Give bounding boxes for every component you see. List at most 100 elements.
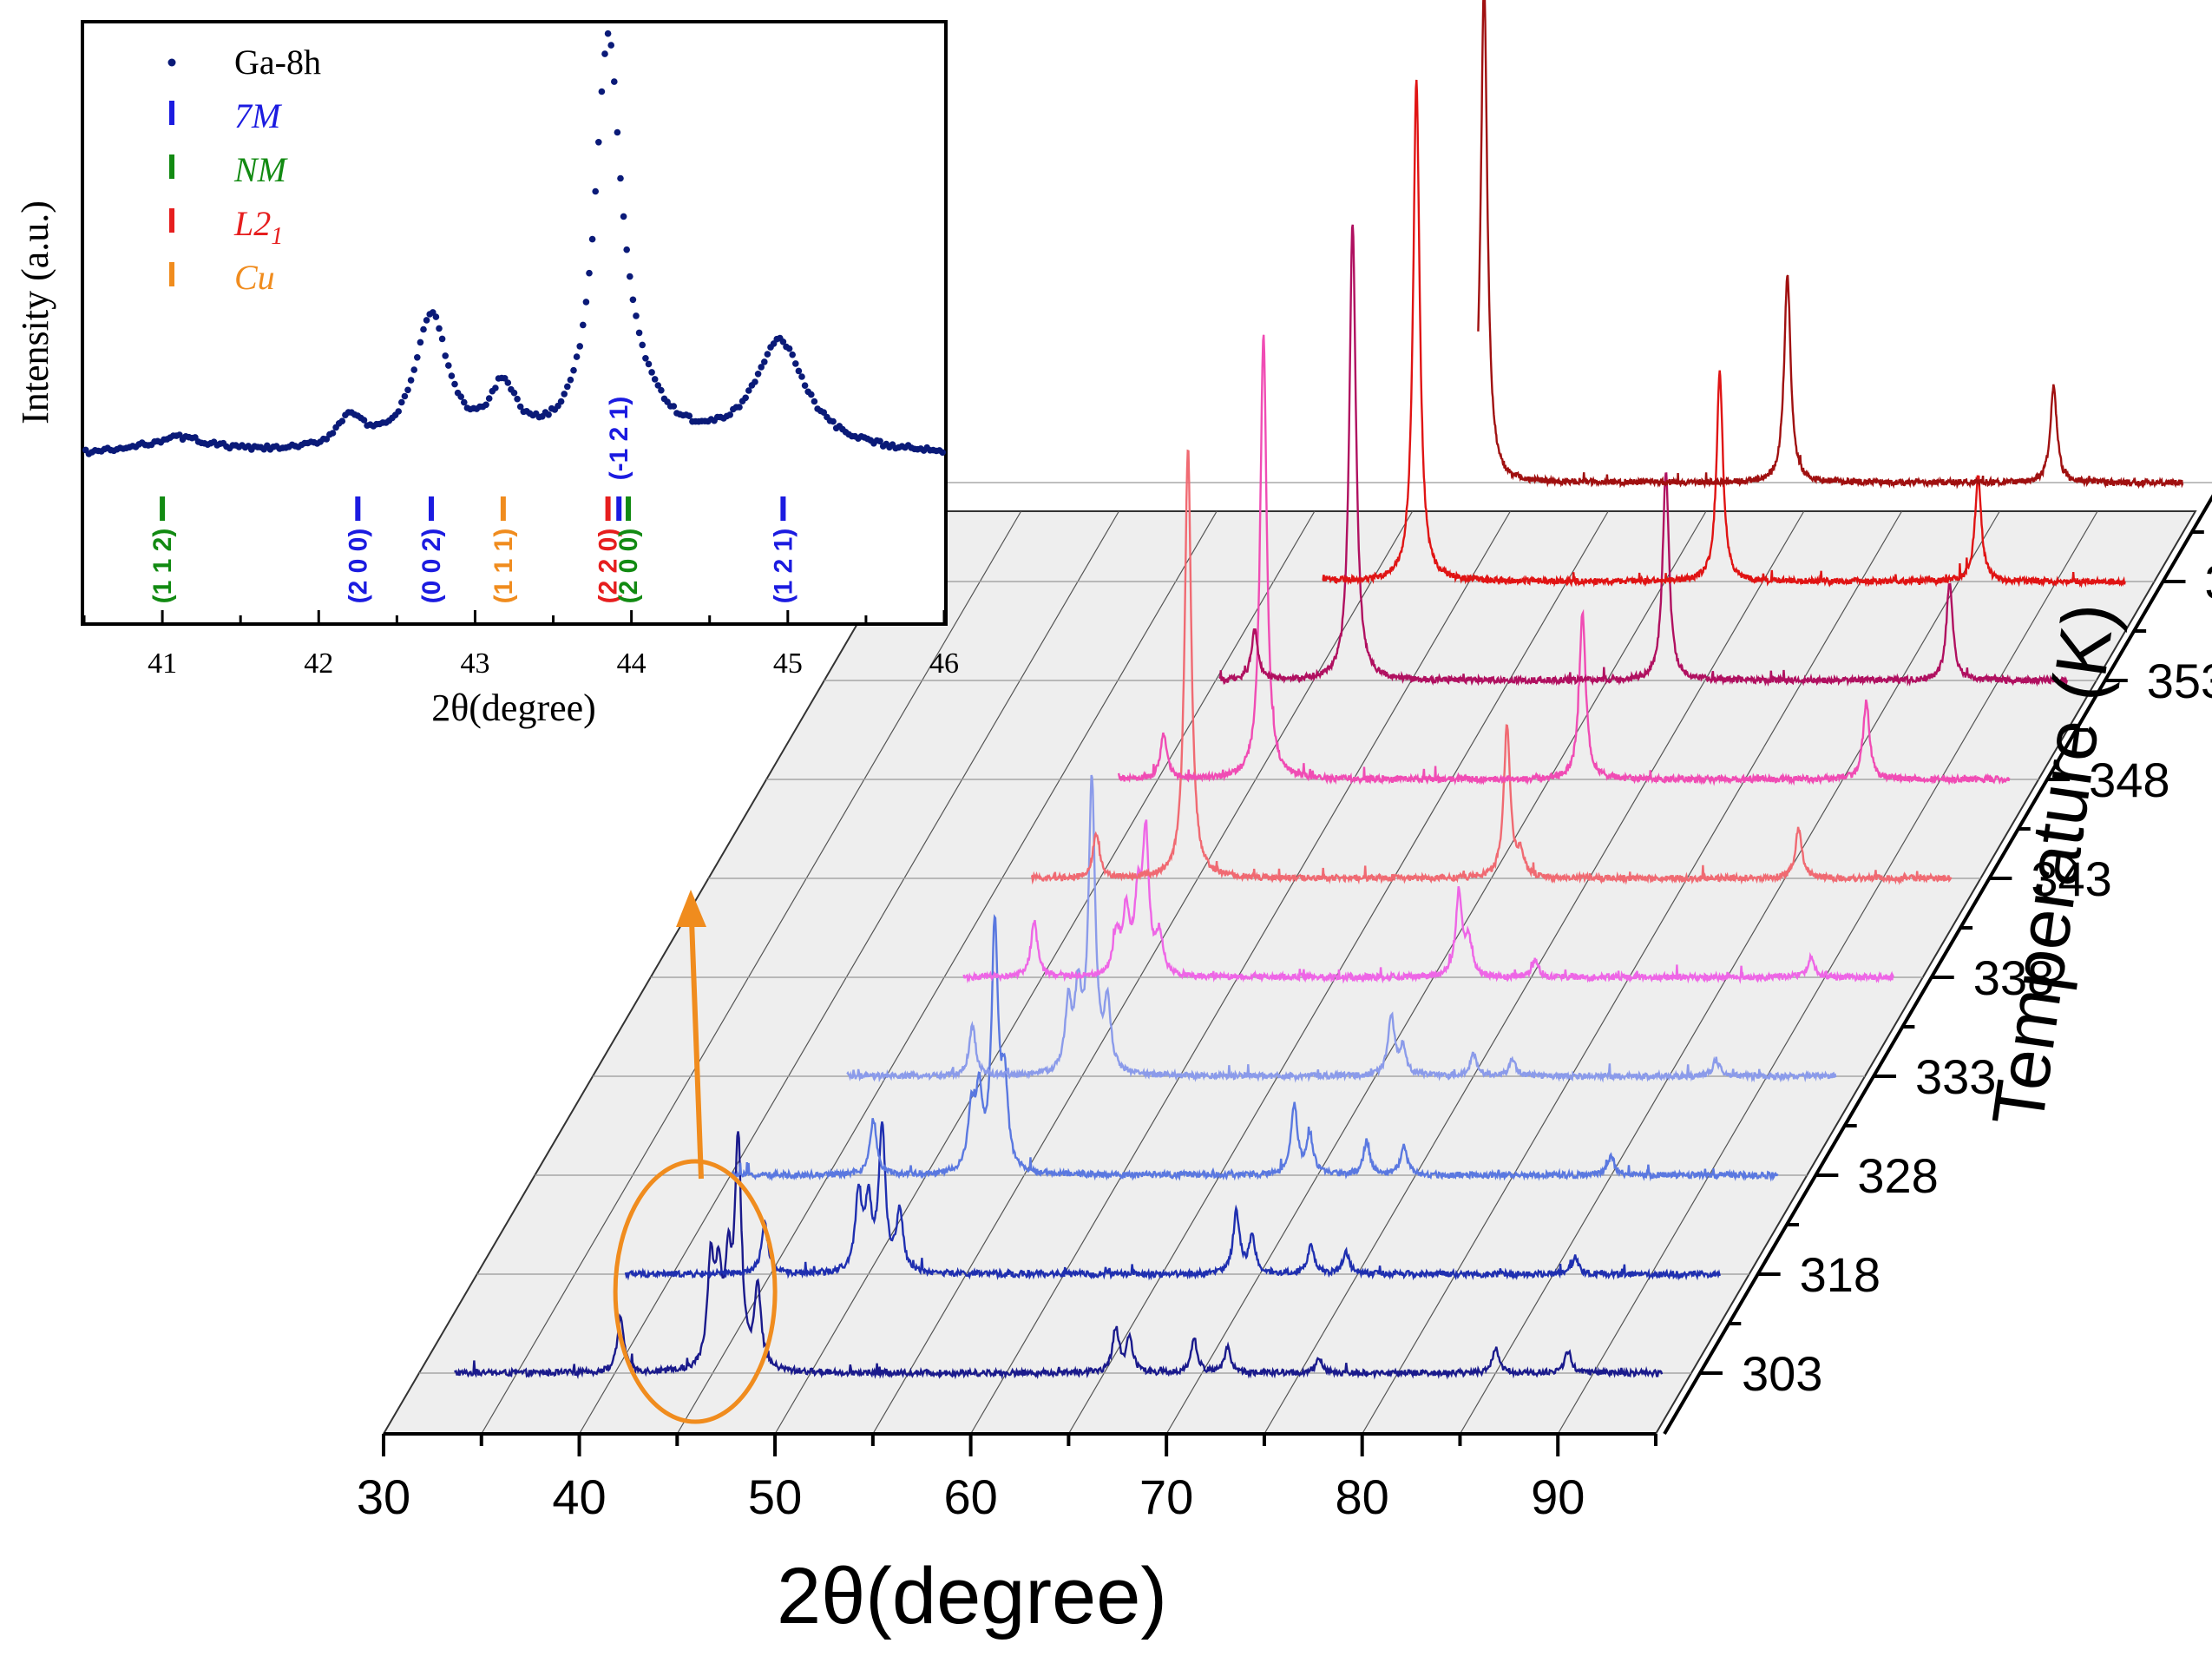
data-point (629, 296, 637, 304)
grid-line-x (970, 510, 1511, 1435)
reflection-marker (355, 496, 361, 521)
data-point (516, 403, 524, 411)
trace-333 (846, 774, 1837, 1083)
annotation-arrow-head (676, 890, 706, 927)
data-point (939, 449, 946, 457)
reflection-marker (500, 496, 506, 521)
grid-line-x (481, 510, 1022, 1435)
waterfall-chart: 30 40 50 60 70 80 90 303 318 328 333 338 343 348 353 35… (357, 0, 2212, 1640)
grid-line-x (1557, 510, 2098, 1435)
trace-348 (1117, 334, 2011, 786)
temperature-tick-label: 318 (1800, 1247, 1881, 1302)
data-point (561, 391, 568, 398)
data-point (633, 312, 640, 319)
trace-363 (1477, 0, 2184, 490)
temperature-axis-line (1663, 494, 2212, 1436)
data-point (588, 235, 596, 243)
data-point (789, 351, 796, 358)
data-point (820, 409, 828, 417)
x-tick-label: 50 (748, 1469, 802, 1524)
temperature-tick-label: 333 (1915, 1049, 1996, 1104)
legend-label: Cu (234, 258, 275, 297)
data-point (795, 367, 803, 375)
data-point (792, 360, 799, 367)
trace-358 (1322, 79, 2126, 588)
x-tick-label: 80 (1336, 1469, 1389, 1524)
reflection-label: (1 2 1) (769, 529, 798, 604)
data-point (401, 392, 409, 400)
data-point (811, 398, 818, 405)
data-point (395, 408, 403, 415)
annotation-ellipse (613, 1159, 778, 1424)
inset-frame (81, 20, 948, 626)
data-point (736, 404, 743, 411)
data-point (752, 378, 758, 385)
data-point (482, 401, 489, 409)
data-point (564, 383, 571, 391)
x-tick-label: 70 (1139, 1469, 1193, 1524)
inset-reflection-markers: (1 1 2) (2 0 0) (0 0 2) (1 1 1) (2 2 0) (-1 2… (148, 397, 798, 604)
data-point (545, 411, 552, 418)
inset-x-tick-label: 45 (773, 647, 803, 680)
data-point (176, 431, 183, 438)
data-point (808, 391, 815, 398)
data-point (445, 362, 452, 369)
reflection-label: (-1 2 1) (605, 397, 633, 481)
grid-line-x (1362, 510, 1903, 1435)
reflection-marker (780, 496, 786, 521)
data-point (726, 411, 733, 418)
grid-line-x (872, 510, 1414, 1435)
legend-marker-bar (169, 208, 174, 233)
temperature-tick-label: 338 (1973, 950, 2054, 1005)
reflection-marker (605, 496, 611, 521)
data-point (742, 394, 749, 402)
data-point (573, 353, 581, 360)
data-point (410, 366, 418, 373)
trace-343 (1030, 449, 1953, 886)
trace-328 (729, 914, 1779, 1182)
data-point (598, 88, 606, 95)
data-point (645, 360, 653, 368)
data-point (592, 187, 599, 195)
data-point (323, 436, 331, 443)
data-point (448, 372, 456, 379)
data-point (436, 325, 443, 332)
data-point (417, 339, 424, 346)
legend-label: 7M (234, 96, 283, 135)
data-point (576, 343, 583, 350)
reflection-label: (1 1 2) (148, 529, 177, 604)
data-point (423, 317, 430, 324)
inset-y-axis-title: Intensity (a.u.) (14, 200, 56, 424)
data-point (504, 379, 512, 386)
annotation-group (613, 890, 778, 1424)
data-point (604, 30, 612, 37)
temperature-tick-label: 348 (2089, 753, 2169, 807)
temperature-tick-label: 353 (2147, 654, 2212, 708)
trace-353 (1218, 224, 2069, 687)
data-point (758, 364, 765, 371)
x-tick-label: 90 (1531, 1469, 1585, 1524)
reflection-marker (429, 496, 435, 521)
x-tick-label: 30 (357, 1469, 410, 1524)
data-point (414, 354, 421, 361)
data-point (398, 398, 405, 406)
inset-data-points (82, 30, 946, 457)
data-point (586, 269, 593, 277)
inset-x-axis: 41 42 43 44 45 46 (82, 610, 959, 680)
data-point (582, 299, 590, 306)
grid-line-x (1264, 510, 1805, 1435)
x-tick-label: 60 (943, 1469, 997, 1524)
reflection-label: (1 1 1) (489, 529, 518, 604)
trace-303 (454, 1131, 1664, 1380)
trace-338 (962, 819, 1894, 984)
data-point (607, 42, 614, 49)
data-point (658, 386, 665, 394)
legend-label: Ga-8h (234, 43, 321, 82)
grid-line-x (774, 510, 1316, 1435)
data-point (754, 371, 762, 378)
inset-x-tick-label: 42 (304, 647, 333, 680)
data-point (798, 373, 805, 380)
inset-x-tick-label: 41 (148, 647, 177, 680)
data-point (830, 417, 837, 425)
